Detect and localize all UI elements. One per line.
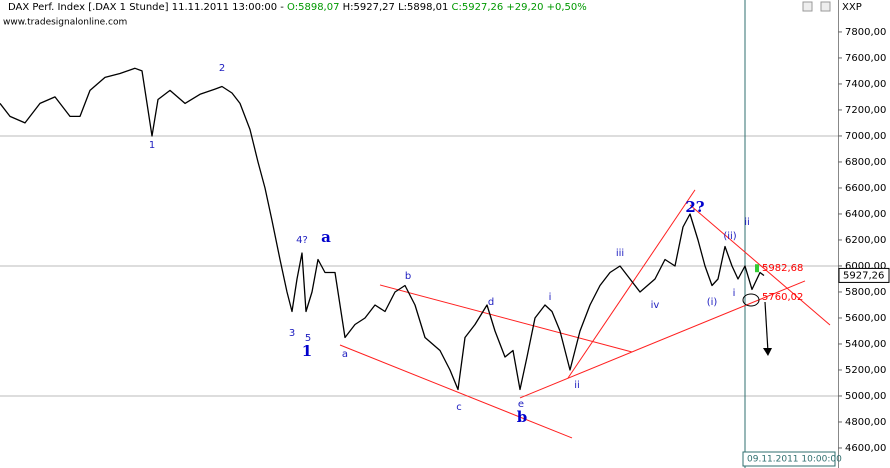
trendline [519,280,806,399]
trendline [689,204,831,326]
y-tick-label: 6000,00 [845,261,886,272]
wave-label: a [321,228,331,246]
header-part: C:5927,26 +29,20 +0,50% [452,2,587,13]
arrow-head [763,348,772,356]
wave-label: 1 [302,342,312,360]
y-tick-label: 5600,00 [845,313,886,324]
y-tick-label: 7600,00 [845,53,886,64]
arrow-shaft [764,301,769,353]
header-part: O:5898,07 [287,2,339,13]
header-part: H:5927,27 L:5898,01 [339,2,451,13]
last-price-box [838,267,890,283]
wave-label: 3 [289,328,295,339]
wave-label: i [733,288,736,299]
y-tick-label: 5200,00 [845,365,886,376]
wave-label: 4? [296,235,308,246]
y-tick-label: 7800,00 [845,27,886,38]
y-tick-label: 6800,00 [845,157,886,168]
window-button[interactable] [820,1,831,12]
y-tick-label: 4600,00 [845,443,886,454]
y-tick-label: 5800,00 [845,287,886,298]
y-tick-label: 6200,00 [845,235,886,246]
wave-label: b [517,408,528,426]
highlight-ellipse [742,293,760,307]
wave-label: ii [574,380,580,391]
wave-label: iv [651,300,660,311]
wave-label: 2? [685,198,704,216]
wave-label: c [456,402,462,413]
y-tick-label: 5400,00 [845,339,886,350]
wave-label: ii [744,217,750,228]
wave-label: iii [616,248,624,259]
cursor-label-box [742,451,836,467]
price-marker [755,264,759,273]
y-tick-label: 4800,00 [845,417,886,428]
wave-label: i [549,292,552,303]
wave-label: (ii) [723,231,736,242]
cursor-label: 09.11.2011 10:00:00 [747,455,842,465]
window-button[interactable] [802,1,813,12]
corner-label: XXP [842,2,862,13]
last-price: 5927,26 [843,270,884,281]
wave-label: d [488,297,494,308]
wave-label: b [405,271,411,282]
price-label: 5760,02 [762,292,803,303]
wave-label: a [342,349,348,360]
price-label: 5982,68 [762,263,803,274]
trendline [339,344,573,439]
trendline [567,189,696,379]
y-tick-label: 7000,00 [845,131,886,142]
wave-label: (i) [707,297,718,308]
y-tick-label: 7400,00 [845,79,886,90]
wave-label: e [518,399,524,410]
wave-label: 1 [149,140,155,151]
wave-label: 5 [305,333,311,344]
y-tick-label: 6600,00 [845,183,886,194]
header: DAX Perf. Index [.DAX 1 Stunde] 11.11.20… [8,2,587,13]
wave-label: 2 [219,63,225,74]
y-tick-label: 7200,00 [845,105,886,116]
header-part: DAX Perf. Index [.DAX 1 Stunde] 11.11.20… [8,2,287,13]
y-tick-label: 6400,00 [845,209,886,220]
y-tick-label: 5000,00 [845,391,886,402]
trendline [379,284,633,353]
source: www.tradesignalonline.com [3,18,127,28]
price-line [0,67,765,391]
